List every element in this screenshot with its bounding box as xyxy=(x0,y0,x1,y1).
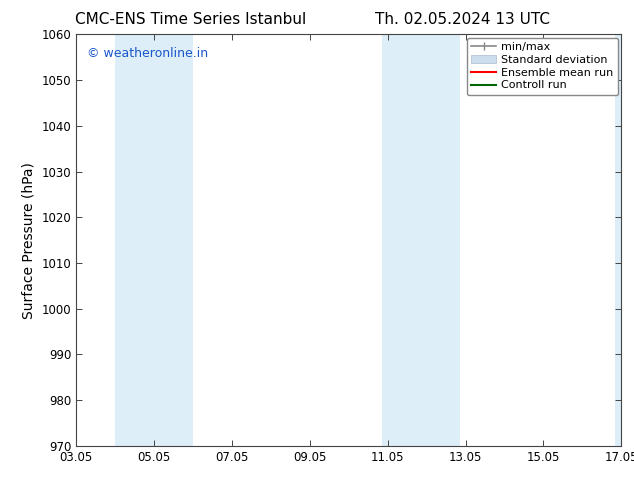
Bar xyxy=(616,34,621,446)
Legend: min/max, Standard deviation, Ensemble mean run, Controll run: min/max, Standard deviation, Ensemble me… xyxy=(467,38,618,95)
Bar xyxy=(382,34,460,446)
Y-axis label: Surface Pressure (hPa): Surface Pressure (hPa) xyxy=(22,162,36,318)
Bar xyxy=(115,34,193,446)
Text: © weatheronline.in: © weatheronline.in xyxy=(87,47,208,60)
Text: Th. 02.05.2024 13 UTC: Th. 02.05.2024 13 UTC xyxy=(375,12,550,27)
Text: CMC-ENS Time Series Istanbul: CMC-ENS Time Series Istanbul xyxy=(75,12,306,27)
